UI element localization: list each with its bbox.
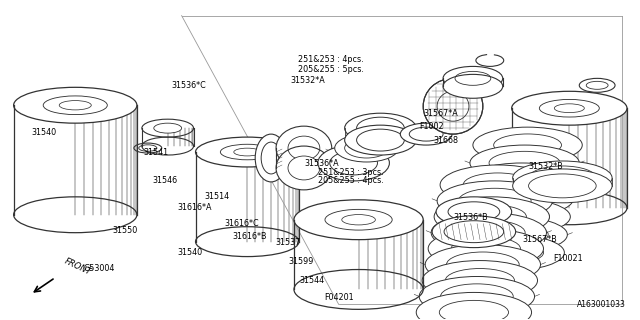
Ellipse shape: [464, 181, 573, 217]
Text: 31541: 31541: [144, 148, 169, 157]
Text: A163001033: A163001033: [577, 300, 626, 309]
Ellipse shape: [154, 123, 182, 133]
Text: 31616*B: 31616*B: [233, 232, 268, 241]
Ellipse shape: [458, 217, 567, 252]
Text: 31616*A: 31616*A: [177, 203, 212, 212]
Ellipse shape: [325, 209, 392, 230]
Ellipse shape: [255, 134, 287, 182]
Ellipse shape: [513, 169, 612, 203]
Text: 31532*A: 31532*A: [290, 76, 325, 85]
Text: 205&255 : 5pcs.: 205&255 : 5pcs.: [298, 65, 364, 74]
Ellipse shape: [294, 200, 423, 240]
Text: 31544: 31544: [300, 276, 325, 285]
Text: 31536*B: 31536*B: [454, 213, 488, 222]
Text: 31567*A: 31567*A: [424, 109, 458, 118]
Ellipse shape: [276, 126, 332, 170]
Ellipse shape: [335, 134, 398, 162]
Text: 31532*B: 31532*B: [529, 162, 564, 171]
Ellipse shape: [419, 276, 534, 316]
Ellipse shape: [425, 244, 541, 284]
Text: 31668: 31668: [433, 136, 458, 145]
Text: 31514: 31514: [204, 192, 229, 201]
Text: 31599: 31599: [288, 258, 314, 267]
Text: 31536*C: 31536*C: [172, 81, 206, 90]
Ellipse shape: [513, 161, 612, 195]
Ellipse shape: [443, 74, 503, 98]
Ellipse shape: [142, 119, 193, 137]
Text: 31567*B: 31567*B: [522, 235, 557, 244]
Ellipse shape: [288, 156, 320, 180]
Text: G53004: G53004: [83, 264, 115, 273]
Text: 31540: 31540: [177, 248, 203, 257]
Ellipse shape: [416, 292, 532, 320]
Text: 31537: 31537: [276, 238, 301, 247]
Ellipse shape: [44, 96, 108, 115]
Ellipse shape: [345, 125, 416, 155]
Text: 251&253 : 4pcs.: 251&253 : 4pcs.: [298, 55, 364, 64]
Ellipse shape: [434, 197, 550, 237]
Ellipse shape: [220, 144, 274, 160]
Ellipse shape: [461, 199, 570, 235]
Text: 251&253 : 3pcs.: 251&253 : 3pcs.: [317, 168, 383, 177]
Ellipse shape: [455, 235, 564, 270]
Ellipse shape: [440, 165, 556, 205]
Ellipse shape: [318, 145, 389, 181]
Ellipse shape: [443, 67, 503, 90]
Text: 31540: 31540: [31, 128, 56, 137]
Ellipse shape: [511, 91, 627, 125]
Ellipse shape: [422, 260, 538, 300]
Text: 205&255 : 4pcs.: 205&255 : 4pcs.: [317, 176, 383, 185]
Ellipse shape: [423, 78, 483, 134]
Ellipse shape: [13, 87, 137, 123]
Ellipse shape: [540, 100, 599, 117]
Ellipse shape: [473, 127, 582, 163]
Text: 31616*C: 31616*C: [225, 219, 259, 228]
Text: 31546: 31546: [152, 176, 177, 185]
Text: 31536*A: 31536*A: [305, 159, 339, 168]
Ellipse shape: [467, 163, 576, 199]
Ellipse shape: [432, 216, 516, 248]
Ellipse shape: [196, 137, 299, 167]
Text: F1002: F1002: [419, 122, 444, 131]
Ellipse shape: [470, 145, 579, 181]
Ellipse shape: [345, 113, 416, 143]
Ellipse shape: [436, 197, 511, 227]
Ellipse shape: [401, 123, 452, 145]
Ellipse shape: [428, 229, 543, 268]
Ellipse shape: [431, 213, 547, 252]
Text: 31550: 31550: [112, 226, 138, 235]
Ellipse shape: [276, 146, 332, 190]
Text: F10021: F10021: [553, 254, 582, 263]
Ellipse shape: [437, 181, 552, 221]
Text: FRONT: FRONT: [63, 256, 93, 276]
Text: F04201: F04201: [324, 292, 353, 301]
